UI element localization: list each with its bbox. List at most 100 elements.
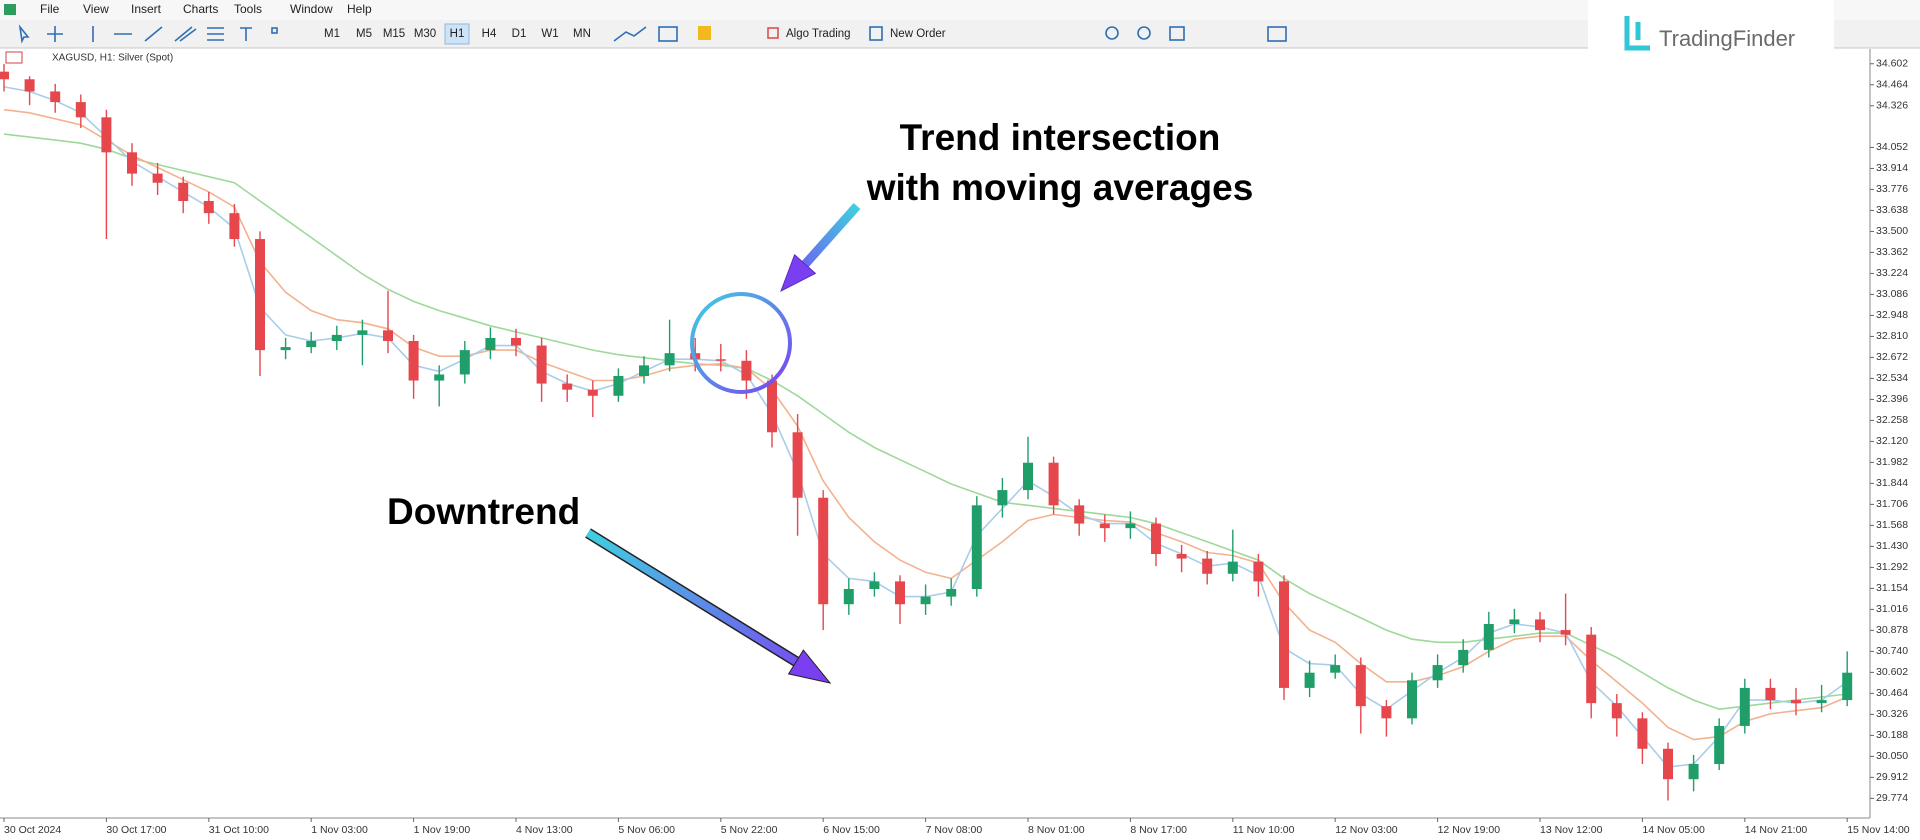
algo-trading-button[interactable]: Algo Trading xyxy=(786,28,851,40)
candle-body xyxy=(511,337,521,346)
timeframe-button[interactable]: M15 xyxy=(383,28,405,40)
price-tick-label: 33.224 xyxy=(1876,267,1908,279)
grid-icon xyxy=(1169,26,1185,41)
active-timeframe xyxy=(444,23,470,45)
menu-item[interactable]: Help xyxy=(347,2,372,16)
candle-body xyxy=(24,79,35,92)
time-tick-label: 6 Nov 15:00 xyxy=(823,824,880,836)
crosshair-icon xyxy=(47,26,63,42)
candle-body xyxy=(715,359,726,361)
timeframe-button[interactable]: M5 xyxy=(356,28,372,40)
app-icon xyxy=(4,4,16,15)
candle-body xyxy=(1816,700,1827,704)
symbol-icon xyxy=(5,51,23,64)
price-tick-label: 34.326 xyxy=(1876,100,1908,112)
time-tick-label: 7 Nov 08:00 xyxy=(926,824,983,836)
price-tick-label: 29.774 xyxy=(1876,792,1908,804)
price-tick-label: 30.464 xyxy=(1876,687,1908,699)
plot xyxy=(0,64,1853,801)
candle-body xyxy=(1407,680,1417,719)
price-tick-label: 32.672 xyxy=(1876,351,1908,363)
candle-body xyxy=(50,91,61,103)
timeframe-button[interactable]: H4 xyxy=(482,28,497,40)
candle-body xyxy=(306,340,317,348)
candle-body xyxy=(1688,763,1699,780)
time-tick-label: 12 Nov 19:00 xyxy=(1438,824,1501,836)
timeframe-button[interactable]: M1 xyxy=(324,28,340,40)
price-tick-label: 33.638 xyxy=(1876,204,1908,216)
candle-body xyxy=(178,182,189,202)
candle-body xyxy=(75,102,86,118)
candle-body xyxy=(869,581,880,590)
time-tick-label: 8 Nov 17:00 xyxy=(1130,824,1187,836)
candle-body xyxy=(843,589,854,605)
candle-body xyxy=(255,239,265,351)
candle-body xyxy=(741,360,752,381)
price-tick-label: 32.258 xyxy=(1876,414,1908,426)
menu-item[interactable]: Tools xyxy=(234,2,262,16)
candle-body xyxy=(536,345,547,384)
candle-body xyxy=(1765,687,1776,701)
candle-body xyxy=(408,340,419,381)
price-tick-label: 31.292 xyxy=(1876,561,1908,573)
candle-body xyxy=(1151,523,1161,555)
candle-body xyxy=(920,596,931,605)
arrow-head xyxy=(787,649,832,684)
timeframe-button[interactable]: MN xyxy=(573,28,591,40)
menu-item[interactable]: Window xyxy=(290,2,333,16)
algo-icon xyxy=(767,27,779,39)
candle-body xyxy=(1304,672,1315,688)
menu-item[interactable]: File xyxy=(40,2,60,16)
price-tick-label: 29.912 xyxy=(1876,771,1908,783)
timeframe-button[interactable]: M30 xyxy=(414,28,436,40)
candle-body xyxy=(0,71,9,80)
candle-body xyxy=(1791,700,1801,704)
timeframe-button[interactable]: W1 xyxy=(541,28,558,40)
screenshot-icon xyxy=(1267,26,1287,42)
price-tick-label: 30.188 xyxy=(1876,729,1908,741)
menu-item[interactable]: Insert xyxy=(131,2,162,16)
time-tick-label: 14 Nov 21:00 xyxy=(1745,824,1808,836)
new-order-button[interactable]: New Order xyxy=(890,28,946,40)
candle-body xyxy=(613,375,624,396)
time-tick-label: 31 Oct 10:00 xyxy=(209,824,269,836)
menu-item[interactable]: Charts xyxy=(183,2,218,16)
chart-area xyxy=(0,49,1870,818)
candle-body xyxy=(331,334,342,341)
time-tick-label: 13 Nov 12:00 xyxy=(1540,824,1603,836)
price-tick-label: 34.602 xyxy=(1876,58,1908,70)
price-tick-label: 30.740 xyxy=(1876,645,1908,657)
annotation-text: Trend intersection xyxy=(900,117,1221,158)
candle-body xyxy=(127,152,137,174)
menu-item[interactable]: View xyxy=(83,2,109,16)
menu-bar xyxy=(0,0,1920,20)
price-tick-label: 33.776 xyxy=(1876,183,1908,195)
candle-body xyxy=(1637,718,1648,749)
candle-body xyxy=(1176,554,1187,559)
candle-body xyxy=(434,374,445,381)
price-tick-label: 31.568 xyxy=(1876,519,1908,531)
highlight-circle xyxy=(690,292,792,394)
channel-icon xyxy=(174,26,197,42)
candle-body xyxy=(1023,462,1033,491)
candle-body xyxy=(1509,619,1520,625)
candle-body xyxy=(1714,725,1725,764)
candle-body xyxy=(664,353,675,366)
candle-body xyxy=(459,350,470,375)
price-tick-label: 31.016 xyxy=(1876,603,1908,615)
timeframe-button[interactable]: D1 xyxy=(512,28,527,40)
time-tick-label: 15 Nov 14:00 xyxy=(1847,824,1910,836)
symbol-label: XAGUSD, H1: Silver (Spot) xyxy=(52,53,173,64)
text-icon xyxy=(240,27,252,41)
time-tick-label: 11 Nov 10:00 xyxy=(1233,824,1295,836)
candle-body xyxy=(1586,634,1597,704)
candle-body xyxy=(383,330,393,341)
price-tick-label: 30.602 xyxy=(1876,666,1908,678)
time-tick-label: 1 Nov 19:00 xyxy=(414,824,471,836)
candle-body xyxy=(1739,687,1750,726)
order-icon xyxy=(869,26,883,41)
candle-body xyxy=(1432,665,1443,681)
arrow-shaft xyxy=(585,529,803,668)
timeframe-button[interactable]: H1 xyxy=(450,28,465,40)
candle-body xyxy=(767,380,777,433)
